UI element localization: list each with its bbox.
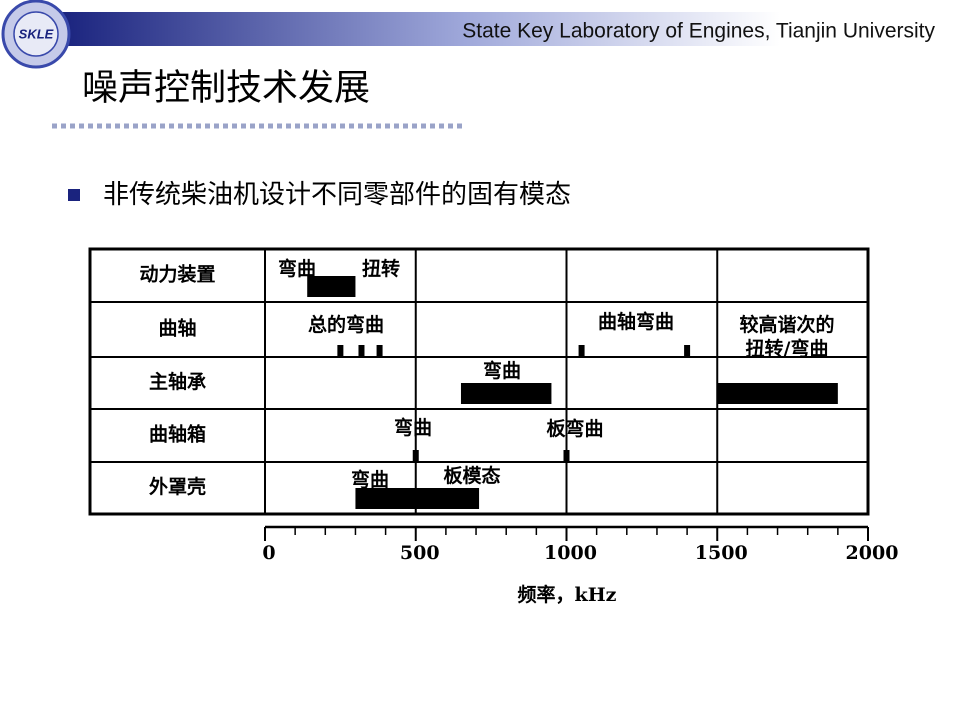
mode-range [307, 276, 356, 297]
mode-label: 弯曲 [351, 468, 389, 491]
mode-range [355, 488, 480, 509]
mode-label: 曲轴弯曲 [598, 310, 674, 333]
mode-point [412, 450, 419, 461]
mode-label: 板弯曲 [546, 417, 603, 440]
mode-range [717, 383, 838, 404]
mode-label: 扭转 [362, 257, 400, 280]
row-label: 动力装置 [139, 263, 215, 286]
row-label: 曲轴 [158, 317, 196, 340]
logo-inner [13, 11, 59, 57]
header-band [60, 12, 960, 46]
table-frame [88, 247, 870, 516]
bullet-text: 非传统柴油机设计不同零部件的固有模态 [103, 179, 571, 209]
row-label: 曲轴箱 [149, 423, 206, 446]
x-axis-label: 频率，kHz [518, 583, 617, 606]
slide-title: 噪声控制技术发展 [82, 67, 370, 108]
x-tick-label: 1000 [544, 542, 597, 564]
row-label: 外罩壳 [149, 475, 206, 498]
mode-point [578, 345, 585, 356]
row-label: 主轴承 [149, 370, 206, 393]
mode-label: 弯曲 [483, 359, 521, 382]
mode-point [337, 345, 344, 356]
x-tick-label: 2000 [846, 542, 899, 564]
mode-label: 扭转/弯曲 [746, 337, 829, 360]
mode-point [563, 450, 570, 461]
mode-label: 板模态 [443, 464, 500, 487]
x-tick-label: 1500 [695, 542, 748, 564]
x-tick-label: 0 [262, 542, 275, 564]
mode-point [358, 345, 365, 356]
logo-text: SKLE [19, 26, 54, 41]
mode-label: 较高谐次的 [739, 313, 834, 336]
mode-point [684, 345, 691, 356]
mode-label: 弯曲 [394, 416, 432, 439]
mode-range [460, 383, 552, 404]
mode-label: 总的弯曲 [308, 313, 384, 336]
x-tick-label: 500 [400, 542, 440, 564]
mode-label: 弯曲 [278, 257, 316, 280]
header-org: State Key Laboratory of Engines, Tianjin… [462, 20, 935, 43]
bullet-marker [68, 189, 80, 201]
mode-point [376, 345, 383, 356]
